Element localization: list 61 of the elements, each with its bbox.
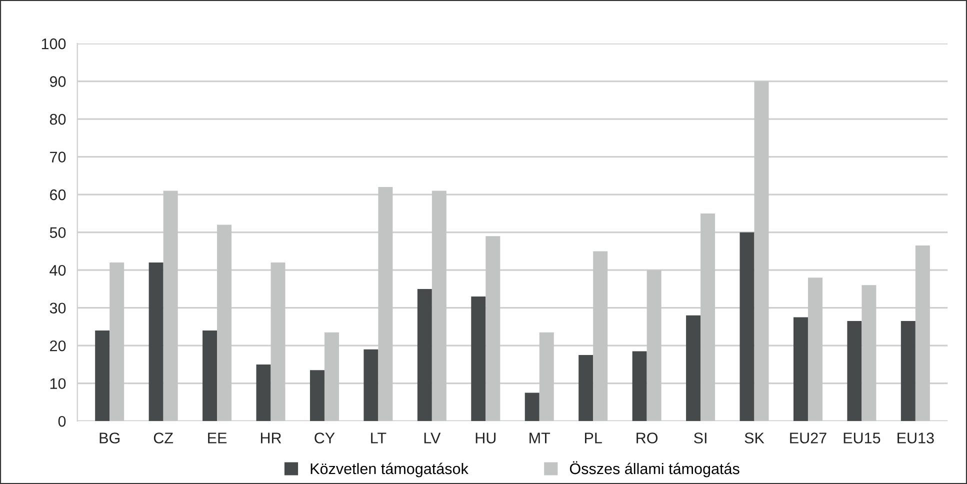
bar bbox=[110, 262, 124, 422]
y-tick-label: 70 bbox=[50, 152, 66, 162]
bar bbox=[217, 224, 232, 422]
bar bbox=[578, 355, 594, 422]
bar bbox=[324, 332, 339, 422]
bar bbox=[593, 251, 608, 422]
x-tick-label: EU13 bbox=[898, 432, 934, 444]
x-tick-label: MT bbox=[530, 432, 550, 444]
x-tick-label: EU15 bbox=[844, 432, 880, 444]
y-tick-label: 100 bbox=[42, 38, 66, 50]
bar bbox=[847, 321, 862, 422]
x-tick-label: SK bbox=[744, 432, 764, 444]
y-tick-label: 60 bbox=[50, 189, 66, 200]
x-tick-label: LV bbox=[424, 432, 441, 444]
bar bbox=[646, 270, 662, 422]
bar bbox=[378, 187, 393, 422]
legend-label: Közvetlen támogatások bbox=[310, 462, 468, 478]
bar bbox=[793, 317, 808, 422]
bar bbox=[270, 262, 286, 422]
x-tick-label: RO bbox=[636, 432, 658, 444]
bar bbox=[310, 370, 324, 422]
y-tick-label: 50 bbox=[50, 227, 66, 238]
x-tick-label: HR bbox=[260, 432, 282, 444]
bar bbox=[202, 330, 218, 422]
x-tick-label: BG bbox=[100, 432, 120, 444]
bar bbox=[148, 262, 164, 422]
x-tick-label: LT bbox=[371, 432, 386, 444]
bar bbox=[686, 315, 701, 422]
bar bbox=[915, 246, 930, 422]
y-tick-label: 90 bbox=[50, 76, 66, 87]
bar bbox=[740, 232, 754, 422]
y-tick-label: 40 bbox=[50, 264, 66, 276]
bar bbox=[754, 81, 769, 422]
bar bbox=[700, 213, 716, 422]
x-tick-label: SI bbox=[694, 432, 706, 444]
bar bbox=[471, 296, 486, 422]
y-tick-label: 0 bbox=[58, 416, 66, 427]
x-tick-label: CZ bbox=[154, 432, 174, 444]
x-tick-label: HU bbox=[476, 432, 496, 444]
y-tick-label: 20 bbox=[50, 340, 66, 352]
bar bbox=[163, 190, 178, 422]
bar bbox=[808, 278, 822, 422]
legend-label: Összes állami támogatás bbox=[570, 461, 740, 478]
bar bbox=[632, 351, 647, 422]
y-tick-label: 80 bbox=[50, 114, 66, 125]
y-tick-label: 30 bbox=[50, 302, 66, 314]
x-tick-label: EU27 bbox=[790, 432, 826, 444]
bar bbox=[364, 349, 378, 422]
bar bbox=[539, 332, 554, 422]
bar bbox=[256, 364, 271, 422]
x-tick-label: EE bbox=[208, 432, 227, 444]
bar bbox=[524, 392, 540, 422]
x-tick-label: CY bbox=[314, 432, 335, 444]
bar bbox=[417, 288, 432, 422]
y-tick-label: 10 bbox=[50, 378, 66, 390]
bar bbox=[862, 285, 876, 422]
x-tick-label: PL bbox=[585, 432, 602, 444]
bar bbox=[95, 330, 110, 422]
bar bbox=[900, 321, 916, 422]
bar bbox=[432, 190, 446, 422]
bar bbox=[486, 236, 500, 422]
